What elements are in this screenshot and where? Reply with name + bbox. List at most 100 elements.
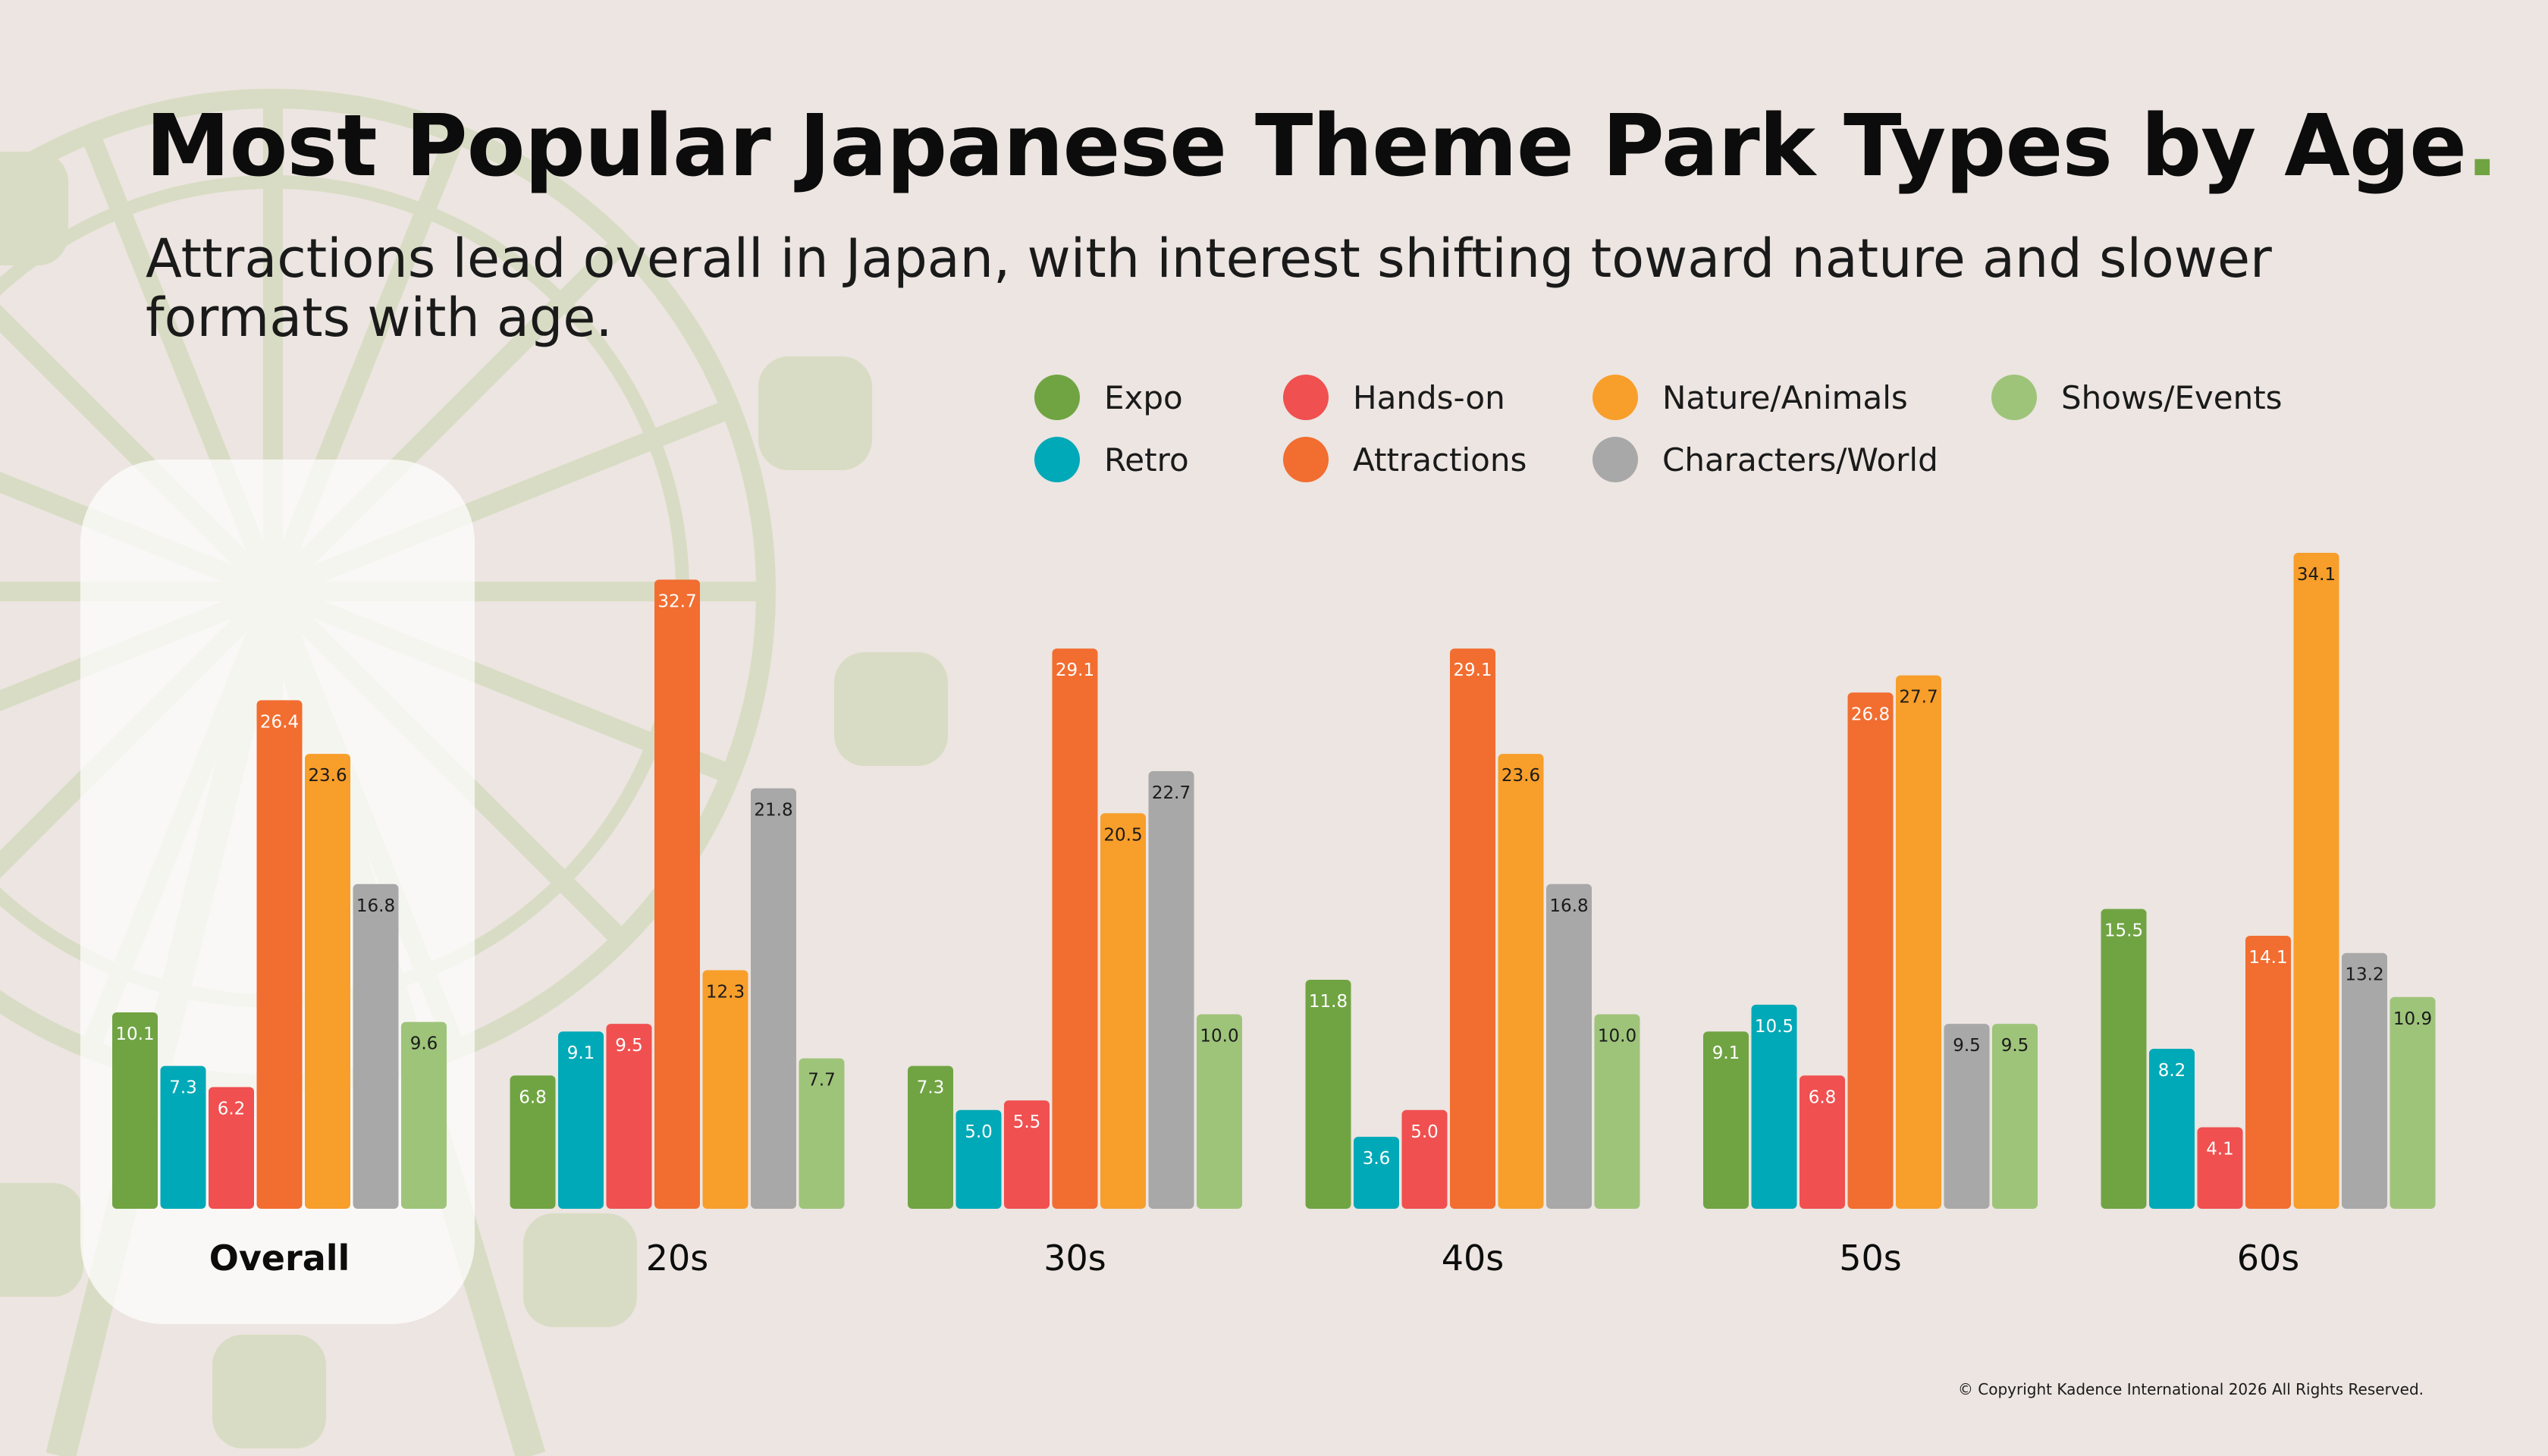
data-label-60s-characters-world: 13.2 xyxy=(2345,965,2383,985)
data-label-overall-shows-events: 9.6 xyxy=(410,1034,438,1054)
data-label-60s-attractions: 14.1 xyxy=(2248,948,2287,968)
data-label-40s-characters-world: 16.8 xyxy=(1549,896,1588,916)
bar-60s-shows-events xyxy=(2390,996,2436,1209)
bar-60s-expo xyxy=(2101,908,2147,1209)
bar-50s-hands-on xyxy=(1800,1075,1845,1209)
legend-label-attractions: Attractions xyxy=(1353,441,1527,479)
data-label-40s-retro: 3.6 xyxy=(1363,1149,1391,1169)
data-label-30s-characters-world: 22.7 xyxy=(1152,783,1191,803)
legend-item-shows-events: Shows/Events xyxy=(1991,375,2283,420)
bar-overall-nature-animals xyxy=(305,754,350,1209)
bar-40s-expo xyxy=(1305,980,1351,1209)
data-label-60s-hands-on: 4.1 xyxy=(2206,1139,2234,1159)
legend-label-characters-world: Characters/World xyxy=(1662,441,1938,479)
data-label-60s-shows-events: 10.9 xyxy=(2393,1009,2432,1029)
category-label-40s: 40s xyxy=(1442,1238,1505,1279)
bar-50s-shows-events xyxy=(1992,1024,2038,1209)
bar-40s-shows-events xyxy=(1594,1014,1640,1209)
data-label-50s-hands-on: 6.8 xyxy=(1809,1087,1837,1107)
bar-60s-retro xyxy=(2149,1048,2195,1209)
data-label-50s-expo: 9.1 xyxy=(1712,1043,1740,1063)
bar-50s-expo xyxy=(1703,1031,1749,1209)
legend-swatch-hands-on xyxy=(1283,375,1329,420)
bar-20s-shows-events xyxy=(799,1058,845,1209)
data-label-overall-expo: 10.1 xyxy=(115,1025,154,1044)
data-label-30s-retro: 5.0 xyxy=(965,1122,993,1142)
data-label-60s-retro: 8.2 xyxy=(2158,1061,2186,1081)
chart-legend: Expo Hands-on Nature/Animals Shows/Events Re… xyxy=(1034,375,2324,504)
chart-title: Most Popular Japanese Theme Park Types b… xyxy=(146,97,2499,196)
data-label-50s-nature-animals: 27.7 xyxy=(1899,688,1938,708)
category-label-60s: 60s xyxy=(2237,1238,2300,1279)
data-label-20s-retro: 9.1 xyxy=(567,1043,595,1063)
data-label-30s-nature-animals: 20.5 xyxy=(1103,825,1142,845)
bar-overall-characters-world xyxy=(353,883,399,1209)
legend-item-retro: Retro xyxy=(1034,437,1189,482)
bar-60s-hands-on xyxy=(2197,1127,2243,1209)
data-label-50s-attractions: 26.8 xyxy=(1851,704,1890,724)
legend-label-hands-on: Hands-on xyxy=(1353,378,1505,416)
bar-60s-attractions xyxy=(2245,935,2291,1209)
legend-item-hands-on: Hands-on xyxy=(1283,375,1505,420)
data-label-20s-hands-on: 9.5 xyxy=(615,1036,643,1056)
data-label-50s-retro: 10.5 xyxy=(1755,1017,1793,1037)
category-label-30s: 30s xyxy=(1043,1238,1106,1279)
legend-item-characters-world: Characters/World xyxy=(1592,437,1938,482)
bar-60s-nature-animals xyxy=(2293,552,2339,1209)
data-label-overall-nature-animals: 23.6 xyxy=(308,766,347,786)
bar-20s-nature-animals xyxy=(702,970,748,1209)
category-label-overall: Overall xyxy=(209,1238,350,1279)
bar-30s-expo xyxy=(908,1065,953,1209)
bar-20s-hands-on xyxy=(606,1024,652,1209)
data-label-60s-expo: 15.5 xyxy=(2104,921,2143,941)
data-label-30s-attractions: 29.1 xyxy=(1056,661,1094,680)
legend-swatch-retro xyxy=(1034,437,1080,482)
data-label-50s-characters-world: 9.5 xyxy=(1953,1036,1981,1056)
bar-30s-attractions xyxy=(1052,648,1098,1209)
data-label-40s-hands-on: 5.0 xyxy=(1410,1122,1439,1142)
legend-label-nature-animals: Nature/Animals xyxy=(1662,378,1908,416)
legend-swatch-attractions xyxy=(1283,437,1329,482)
data-label-20s-expo: 6.8 xyxy=(519,1087,547,1107)
data-label-60s-nature-animals: 34.1 xyxy=(2297,565,2336,585)
data-label-40s-attractions: 29.1 xyxy=(1453,661,1492,680)
legend-label-expo: Expo xyxy=(1104,378,1183,416)
legend-swatch-expo xyxy=(1034,375,1080,420)
bar-50s-retro xyxy=(1751,1004,1797,1209)
bar-40s-nature-animals xyxy=(1498,754,1544,1209)
bar-20s-characters-world xyxy=(751,788,796,1209)
data-label-30s-expo: 7.3 xyxy=(917,1078,945,1098)
bar-overall-expo xyxy=(112,1012,158,1209)
bar-30s-shows-events xyxy=(1197,1014,1242,1209)
data-label-20s-nature-animals: 12.3 xyxy=(706,982,745,1002)
bar-overall-shows-events xyxy=(401,1021,447,1209)
data-label-20s-attractions: 32.7 xyxy=(657,592,696,611)
chart-subtitle: Attractions lead overall in Japan, with … xyxy=(146,228,2272,349)
legend-item-attractions: Attractions xyxy=(1283,437,1527,482)
data-label-40s-expo: 11.8 xyxy=(1309,992,1348,1012)
category-label-20s: 20s xyxy=(646,1238,709,1279)
data-label-40s-nature-animals: 23.6 xyxy=(1502,766,1540,786)
legend-swatch-shows-events xyxy=(1991,375,2037,420)
category-label-50s: 50s xyxy=(1839,1238,1902,1279)
data-label-overall-attractions: 26.4 xyxy=(260,712,299,732)
data-label-20s-shows-events: 7.7 xyxy=(808,1071,836,1090)
bar-30s-characters-world xyxy=(1148,770,1194,1209)
bar-30s-nature-animals xyxy=(1100,813,1146,1209)
bar-40s-characters-world xyxy=(1546,883,1592,1209)
data-label-30s-shows-events: 10.0 xyxy=(1200,1027,1238,1046)
legend-item-nature-animals: Nature/Animals xyxy=(1592,375,1908,420)
title-accent-dot: . xyxy=(2466,97,2499,196)
copyright-notice: © Copyright Kadence International 2026 A… xyxy=(1957,1380,2424,1398)
data-label-20s-characters-world: 21.8 xyxy=(754,801,792,821)
bar-50s-characters-world xyxy=(1944,1024,1990,1209)
data-label-overall-characters-world: 16.8 xyxy=(356,896,395,916)
bar-60s-characters-world xyxy=(2342,952,2387,1209)
bar-overall-attractions xyxy=(256,700,303,1209)
data-label-40s-shows-events: 10.0 xyxy=(1598,1027,1636,1046)
bar-40s-retro xyxy=(1354,1137,1399,1209)
bar-overall-hands-on xyxy=(209,1087,254,1209)
legend-label-shows-events: Shows/Events xyxy=(2061,378,2283,416)
bar-20s-retro xyxy=(558,1031,604,1209)
